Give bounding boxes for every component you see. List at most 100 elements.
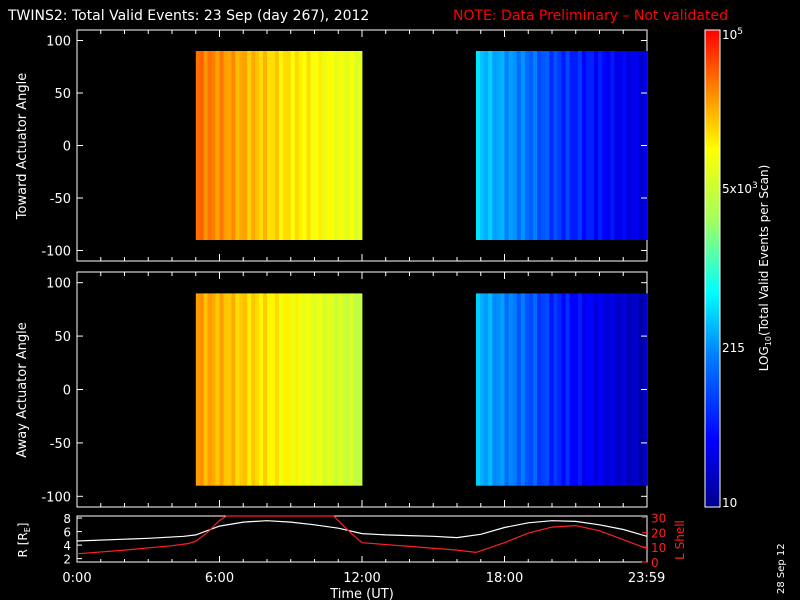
heatmap-cell [598,51,603,240]
away-y-axis-label: Away Actuator Angle [15,322,30,457]
colorbar-gradient [704,29,721,508]
heatmap-cell [565,51,571,240]
heatmap-cell [223,293,228,486]
heatmap-cell [350,293,355,486]
heatmap-cell [255,293,260,486]
heatmap-cell [533,293,538,486]
y-tick-label: -50 [50,437,71,452]
y-tick-label: -100 [41,245,71,260]
colorbar-tick-1e5: 105 [722,27,743,42]
r-tick-label: 2 [63,553,71,567]
heatmap-cell [259,51,264,240]
time-tick-label: 12:00 [343,571,380,586]
heatmap-cell [199,51,205,240]
heatmap-cell [557,293,562,486]
heatmap-cell [267,51,272,240]
heatmap-cell [274,293,280,486]
colorbar: 105 5x103 215 10 LOG10(Total Valid Event… [704,27,773,510]
time-tick-label: 23:59 [628,571,665,586]
heatmap-cell [211,293,216,486]
heatmap-cell [227,51,232,240]
y-tick-label: 0 [63,140,71,155]
chart-title: TWINS2: Total Valid Events: 23 Sep (day … [7,8,369,24]
toward-heatmap [195,51,648,240]
colorbar-title-rest: (Total Valid Events per Scan) [757,165,771,336]
heatmap-cell [500,51,505,240]
colorbar-title-sub: 10 [764,336,773,346]
heatmap-cell [537,51,542,240]
heatmap-cell [290,51,296,240]
heatmap-cell [492,51,497,240]
heatmap-cell [334,293,339,486]
time-tick-label: 18:00 [486,571,523,586]
heatmap-cell [203,51,209,240]
heatmap-cell [354,51,359,240]
heatmap-cell [338,293,343,486]
heatmap-cell [553,51,558,240]
heatmap-cell [358,51,363,240]
heatmap-cell [622,51,628,240]
heatmap-cell [306,51,311,240]
heatmap-cell [306,293,311,486]
heatmap-cell [346,51,351,240]
heatmap-cell [318,293,323,486]
heatmap-cell [314,51,319,240]
heatmap-cell [480,51,485,240]
r-label-text: R [R [16,532,30,557]
heatmap-cell [310,51,315,240]
preliminary-note: NOTE: Data Preliminary – Not validated [453,8,728,24]
toward-y-axis-label: Toward Actuator Angle [15,73,30,220]
heatmap-cell [286,51,292,240]
heatmap-cell [330,51,335,240]
lshell-tick-label: 10 [651,541,666,555]
heatmap-cell [318,51,323,240]
heatmap-cell [298,51,304,240]
colorbar-tick-215: 215 [722,341,745,355]
orbit-lines [76,515,648,555]
heatmap-cell [602,293,607,486]
heatmap-cell [239,293,244,486]
heatmap-cell [484,51,489,240]
heatmap-cell [557,51,562,240]
y-tick-label: -100 [41,490,71,505]
heatmap-cell [322,51,327,240]
y-tick-label: 50 [54,87,71,102]
heatmap-cell [211,51,216,240]
heatmap-cell [294,51,300,240]
heatmap-cell [549,293,554,486]
colorbar-tick-5e3: 5x103 [722,181,758,196]
colorbar-tick-10: 10 [722,496,737,510]
lshell-tick-label: 30 [651,511,666,525]
orbit-plot-frame [76,515,648,563]
heatmap-cell [630,51,636,240]
heatmap-cell [541,51,546,240]
heatmap-cell [590,51,595,240]
heatmap-cell [573,51,579,240]
heatmap-cell [207,51,212,240]
heatmap-cell [508,293,514,486]
heatmap-cell [504,293,509,486]
heatmap-cell [203,293,209,486]
colorbar-title-log: LOG [757,346,771,371]
heatmap-cell [243,293,248,486]
y-tick-label: -50 [50,192,71,207]
heatmap-cell [585,51,591,240]
heatmap-cell [310,293,315,486]
heatmap-cell [294,293,300,486]
toward-y-ticks: 100 50 0 -50 -100 [41,30,648,261]
heatmap-cell [263,293,268,486]
heatmap-cell [577,51,583,240]
heatmap-cell [235,51,240,240]
heatmap-cell [606,51,611,240]
heatmap-cell [231,293,236,486]
heatmap-cell [569,293,575,486]
heatmap-cell [520,51,526,240]
heatmap-cell [271,293,276,486]
heatmap-cell [350,51,355,240]
heatmap-cell [634,51,640,240]
heatmap-cell [573,293,579,486]
heatmap-cell [334,51,339,240]
